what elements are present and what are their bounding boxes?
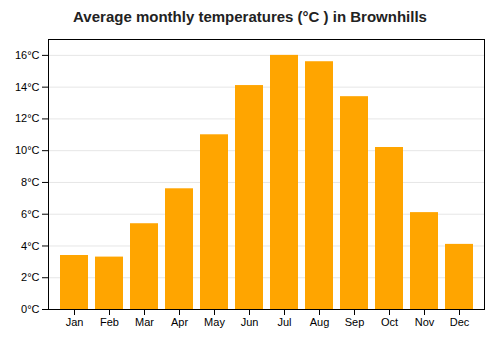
svg-text:Jun: Jun xyxy=(241,316,259,328)
svg-text:Aug: Aug xyxy=(310,316,330,328)
svg-text:Sep: Sep xyxy=(345,316,365,328)
svg-text:Jul: Jul xyxy=(277,316,291,328)
svg-text:2°C: 2°C xyxy=(21,271,40,283)
svg-text:Jan: Jan xyxy=(66,316,84,328)
svg-text:Mar: Mar xyxy=(135,316,154,328)
svg-text:0°C: 0°C xyxy=(21,303,40,315)
svg-text:6°C: 6°C xyxy=(21,208,40,220)
svg-text:12°C: 12°C xyxy=(15,112,40,124)
svg-text:4°C: 4°C xyxy=(21,239,40,251)
svg-text:16°C: 16°C xyxy=(15,49,40,61)
svg-text:Apr: Apr xyxy=(171,316,188,328)
svg-text:Nov: Nov xyxy=(415,316,435,328)
svg-text:Dec: Dec xyxy=(450,316,470,328)
html-text:Average monthly temperatures (: Average monthly temperatures (°C ) in Br… xyxy=(73,8,427,25)
svg-text:Feb: Feb xyxy=(100,316,119,328)
svg-text:Oct: Oct xyxy=(381,316,398,328)
svg-text:14°C: 14°C xyxy=(15,81,40,93)
svg-text:10°C: 10°C xyxy=(15,144,40,156)
svg-text:May: May xyxy=(204,316,225,328)
svg-text:8°C: 8°C xyxy=(21,176,40,188)
